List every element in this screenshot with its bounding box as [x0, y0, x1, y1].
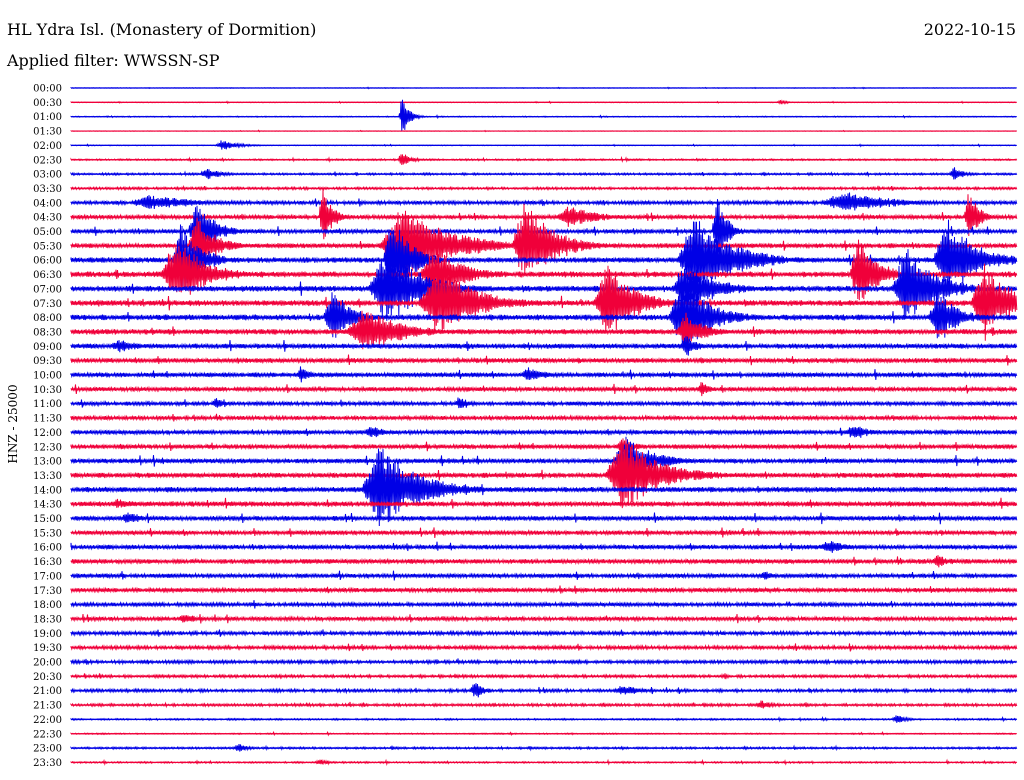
row-time-label: 13:00 [33, 457, 62, 468]
row-time-label: 18:30 [33, 614, 62, 625]
seismic-trace-0930 [70, 354, 1018, 366]
row-time-label: 09:30 [33, 356, 62, 367]
row-time-label: 14:30 [33, 500, 62, 511]
row-time-label: 18:00 [33, 600, 62, 611]
row-time-label: 21:30 [33, 701, 62, 712]
row-time-label: 12:00 [33, 428, 62, 439]
row-time-label: 06:00 [33, 256, 62, 267]
row-time-label: 00:30 [33, 98, 62, 109]
row-time-label: 22:00 [33, 715, 62, 726]
row-time-label: 06:30 [33, 270, 62, 281]
row-time-label: 07:30 [33, 299, 62, 310]
row-time-label: 05:00 [33, 227, 62, 238]
seismic-trace-1430 [70, 497, 1018, 509]
row-time-label: 13:30 [33, 471, 62, 482]
trace-group [70, 86, 1018, 767]
row-time-label: 03:00 [33, 170, 62, 181]
row-label-group: 00:00 00:30 01:00 01:30 02:00 02:30 03:00 03:30… [33, 84, 62, 769]
row-time-label: 23:00 [33, 744, 62, 755]
seismic-trace-1230 [70, 439, 1018, 453]
row-time-label: 11:00 [33, 399, 62, 410]
row-time-label: 14:00 [33, 485, 62, 496]
row-time-label: 10:30 [33, 385, 62, 396]
row-time-label: 12:30 [33, 442, 62, 453]
row-time-label: 05:30 [33, 241, 62, 252]
row-time-label: 04:30 [33, 213, 62, 224]
row-time-label: 21:00 [33, 686, 62, 697]
row-time-label: 23:30 [33, 758, 62, 769]
seismic-trace-0300 [70, 167, 1018, 180]
row-time-label: 03:30 [33, 184, 62, 195]
row-time-label: 20:00 [33, 658, 62, 669]
row-time-label: 16:00 [33, 543, 62, 554]
seismic-trace-0100 [70, 99, 1018, 131]
row-time-label: 09:00 [33, 342, 62, 353]
row-time-label: 10:00 [33, 371, 62, 382]
row-time-label: 01:30 [33, 127, 62, 138]
row-time-label: 15:30 [33, 528, 62, 539]
row-time-label: 16:30 [33, 557, 62, 568]
row-time-label: 22:30 [33, 729, 62, 740]
row-time-label: 17:00 [33, 571, 62, 582]
row-time-label: 00:00 [33, 84, 62, 95]
row-time-label: 08:00 [33, 313, 62, 324]
row-time-label: 08:30 [33, 327, 62, 338]
row-time-label: 02:30 [33, 155, 62, 166]
filter-label: Applied filter: WWSSN-SP [7, 51, 220, 70]
row-time-label: 19:30 [33, 643, 62, 654]
seismic-trace-1100 [70, 397, 1018, 409]
seismic-trace-0400 [70, 192, 1018, 211]
row-time-label: 19:00 [33, 629, 62, 640]
row-time-label: 02:00 [33, 141, 62, 152]
date-label: 2022-10-15 [923, 20, 1016, 39]
row-time-label: 01:00 [33, 112, 62, 123]
row-time-label: 07:00 [33, 284, 62, 295]
row-time-label: 04:00 [33, 198, 62, 209]
row-time-label: 20:30 [33, 672, 62, 683]
row-time-label: 17:30 [33, 586, 62, 597]
row-time-label: 15:00 [33, 514, 62, 525]
station-title: HL Ydra Isl. (Monastery of Dormition) [7, 20, 317, 39]
row-time-label: 11:30 [33, 414, 62, 425]
seismic-trace-0630 [70, 239, 1018, 301]
